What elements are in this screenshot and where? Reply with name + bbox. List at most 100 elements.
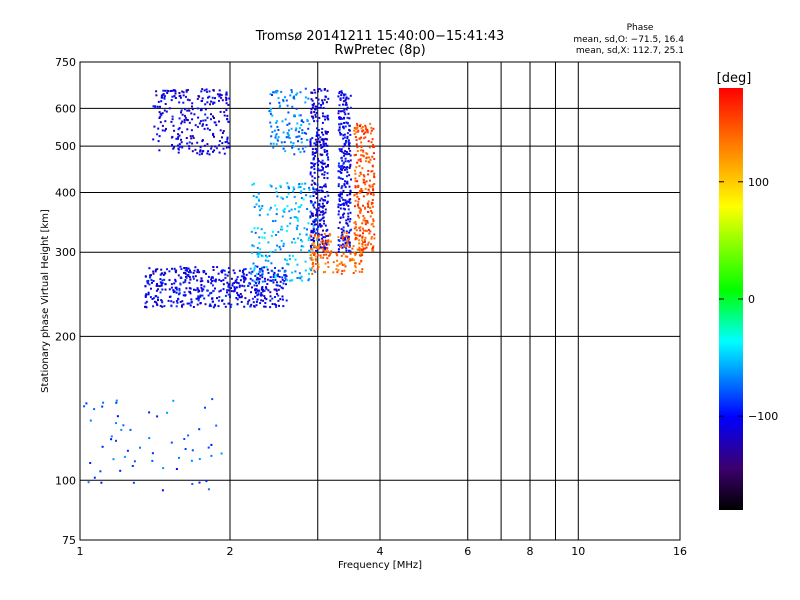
scatter-point <box>287 185 290 188</box>
scatter-point <box>197 116 200 119</box>
x-tick-label: 6 <box>464 545 471 558</box>
scatter-point <box>346 171 349 174</box>
scatter-point <box>181 300 184 303</box>
scatter-point <box>371 138 374 141</box>
scatter-point <box>279 248 282 251</box>
scatter-point <box>362 174 365 177</box>
scatter-point <box>265 287 268 290</box>
scatter-point <box>343 142 346 145</box>
scatter-point <box>349 133 352 136</box>
scatter-point <box>120 428 123 431</box>
scatter-point <box>353 129 356 132</box>
scatter-point <box>188 109 191 112</box>
scatter-point <box>208 129 211 131</box>
scatter-point <box>311 151 314 154</box>
scatter-point <box>313 181 316 184</box>
scatter-point <box>258 242 261 245</box>
scatter-point <box>238 286 241 289</box>
scatter-point <box>337 269 340 272</box>
scatter-point <box>222 147 225 150</box>
scatter-point <box>156 105 159 108</box>
scatter-point <box>371 155 374 158</box>
scatter-point <box>323 222 326 225</box>
scatter-point <box>345 103 348 106</box>
scatter-point <box>254 274 257 277</box>
scatter-point <box>348 147 350 150</box>
scatter-point <box>249 267 252 270</box>
scatter-point <box>371 185 374 188</box>
y-tick-label: 400 <box>55 186 76 199</box>
scatter-point <box>339 149 342 152</box>
scatter-point <box>153 125 156 128</box>
scatter-point <box>296 224 299 227</box>
scatter-point <box>305 138 308 141</box>
scatter-point <box>345 151 348 153</box>
scatter-point <box>178 92 181 94</box>
scatter-point <box>197 125 199 128</box>
scatter-point <box>182 303 185 306</box>
scatter-point <box>307 222 310 225</box>
scatter-point <box>358 242 361 245</box>
scatter-point <box>320 197 323 200</box>
scatter-point <box>285 283 287 286</box>
scatter-point <box>285 230 288 232</box>
scatter-point <box>361 222 364 225</box>
scatter-point <box>362 195 365 198</box>
scatter-point <box>361 268 364 271</box>
scatter-point <box>364 243 367 246</box>
scatter-point <box>360 149 363 152</box>
scatter-point <box>311 272 314 275</box>
scatter-point <box>157 296 159 299</box>
scatter-point <box>194 148 197 151</box>
scatter-point <box>319 169 322 172</box>
scatter-point <box>181 305 183 308</box>
scatter-point <box>213 279 216 282</box>
scatter-point <box>313 239 316 242</box>
scatter-point <box>215 124 218 127</box>
scatter-point <box>311 179 314 182</box>
scatter-point <box>337 244 340 247</box>
scatter-point <box>299 114 302 117</box>
scatter-point <box>258 277 261 280</box>
scatter-point <box>272 91 275 94</box>
scatter-point <box>312 231 315 234</box>
scatter-point <box>115 422 117 425</box>
scatter-point <box>339 207 342 210</box>
scatter-point <box>286 225 289 228</box>
scatter-point <box>332 271 335 274</box>
scatter-point <box>359 229 362 232</box>
scatter-point <box>132 481 135 484</box>
scatter-point <box>310 212 313 215</box>
scatter-point <box>313 120 316 123</box>
scatter-point <box>361 239 364 242</box>
scatter-point <box>207 294 210 297</box>
scatter-point <box>338 165 341 168</box>
scatter-point <box>168 107 171 110</box>
scatter-point <box>345 121 348 124</box>
scatter-point <box>266 256 268 258</box>
scatter-point <box>214 97 216 100</box>
scatter-point <box>257 255 260 258</box>
scatter-point <box>295 93 298 96</box>
scatter-point <box>278 284 281 287</box>
scatter-point <box>171 144 173 146</box>
scatter-point <box>282 99 285 101</box>
phase-legend-title: Phase <box>627 23 654 33</box>
scatter-point <box>323 143 326 146</box>
scatter-point <box>320 89 323 92</box>
scatter-point <box>356 180 359 183</box>
scatter-point <box>238 284 241 287</box>
scatter-point <box>200 286 203 289</box>
scatter-point <box>344 245 347 248</box>
scatter-point <box>316 218 319 221</box>
scatter-point <box>191 135 194 138</box>
scatter-point <box>326 131 329 133</box>
scatter-point <box>312 228 315 231</box>
scatter-point <box>314 91 317 94</box>
scatter-point <box>297 130 300 133</box>
scatter-point <box>282 100 285 103</box>
scatter-point <box>343 111 346 114</box>
scatter-point <box>272 273 275 276</box>
scatter-point <box>175 286 178 289</box>
scatter-point <box>340 148 343 151</box>
